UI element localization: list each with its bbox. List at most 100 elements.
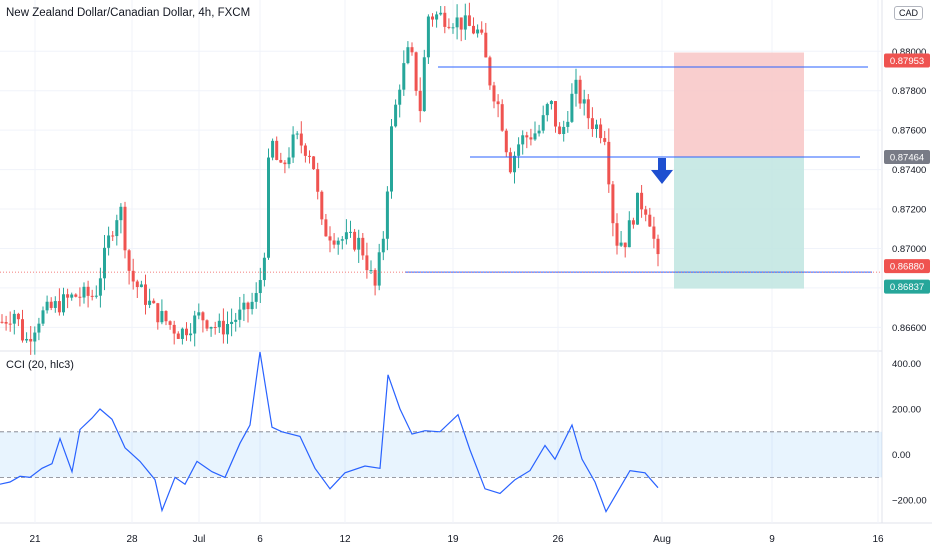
candle-body bbox=[656, 238, 660, 255]
candle-body bbox=[599, 124, 603, 139]
candle-body bbox=[139, 284, 143, 288]
candle-body bbox=[152, 300, 156, 304]
candle-body bbox=[369, 270, 373, 272]
candle-body bbox=[275, 140, 279, 160]
candle-body bbox=[451, 27, 455, 29]
candle-body bbox=[45, 301, 49, 311]
candle-body bbox=[168, 321, 172, 325]
cci-tick-label: −200.00 bbox=[892, 496, 927, 507]
candle-body bbox=[607, 141, 611, 185]
candle-body bbox=[631, 220, 635, 225]
candle-body bbox=[349, 231, 352, 233]
candle-body bbox=[303, 145, 307, 156]
candle-body bbox=[435, 14, 439, 20]
time-tick-label: Aug bbox=[653, 534, 671, 545]
time-tick-label: 19 bbox=[447, 534, 459, 545]
candle-body bbox=[144, 284, 147, 305]
candle-body bbox=[295, 133, 299, 135]
cci-tick-label: 400.00 bbox=[892, 359, 921, 370]
horizontal-lines[interactable] bbox=[0, 66, 882, 273]
candle-body bbox=[455, 17, 459, 28]
candle-body bbox=[119, 206, 123, 221]
candle-body bbox=[74, 294, 78, 297]
candle-body bbox=[221, 320, 225, 335]
candle-body bbox=[189, 333, 193, 336]
price-label-box bbox=[884, 279, 930, 294]
candle-body bbox=[226, 324, 229, 335]
candle-body bbox=[640, 192, 644, 210]
candle-body bbox=[180, 328, 184, 339]
candle-body bbox=[533, 133, 537, 140]
candle-body bbox=[217, 320, 221, 328]
cci-tick-label: 0.00 bbox=[892, 450, 911, 461]
candle-body bbox=[172, 324, 176, 334]
candle-body bbox=[8, 323, 12, 325]
candle-body bbox=[422, 57, 426, 112]
time-tick-label: Jul bbox=[193, 534, 206, 545]
candle-body bbox=[279, 159, 283, 163]
candle-body bbox=[365, 255, 369, 271]
candle-body bbox=[357, 237, 361, 250]
down-arrow-icon bbox=[651, 158, 673, 184]
position-zones bbox=[674, 52, 804, 289]
time-tick-label: 28 bbox=[126, 534, 138, 545]
candle-body bbox=[16, 313, 20, 320]
candle-body bbox=[160, 311, 164, 323]
candle-body bbox=[402, 63, 406, 90]
candle-body bbox=[33, 332, 37, 342]
candle-body bbox=[234, 319, 238, 322]
candle-body bbox=[595, 124, 598, 130]
candle-body bbox=[615, 223, 619, 246]
stop-loss-zone bbox=[674, 52, 804, 157]
candle-body bbox=[472, 25, 475, 34]
candle-body bbox=[164, 311, 168, 322]
candle-body bbox=[611, 184, 615, 224]
price-label-box bbox=[884, 259, 930, 274]
candle-body bbox=[504, 130, 508, 153]
price-tick-label: 0.87000 bbox=[892, 244, 926, 255]
price-label-text: 0.86837 bbox=[890, 282, 924, 293]
time-tick-label: 9 bbox=[769, 534, 775, 545]
candle-body bbox=[377, 252, 381, 286]
candle-body bbox=[262, 257, 266, 281]
candle-body bbox=[312, 156, 316, 170]
candle-body bbox=[308, 155, 311, 157]
candle-body bbox=[426, 16, 430, 58]
candle-body bbox=[627, 220, 631, 248]
candle-body bbox=[545, 104, 549, 116]
candle-body bbox=[213, 327, 217, 329]
candle-body bbox=[185, 328, 188, 336]
candle-body bbox=[21, 319, 24, 341]
time-tick-label: 6 bbox=[257, 534, 263, 545]
time-axis[interactable]: 21 28 Jul 6 12 19 26 Aug 9 16 bbox=[29, 534, 884, 545]
candle-body bbox=[193, 315, 197, 334]
price-label-text: 0.86880 bbox=[890, 262, 924, 273]
candle-body bbox=[476, 29, 480, 34]
candle-body bbox=[201, 312, 205, 321]
currency-badge[interactable]: CAD bbox=[894, 6, 924, 20]
candle-body bbox=[648, 214, 652, 227]
candle-body bbox=[513, 155, 516, 173]
candle-body bbox=[82, 286, 86, 298]
candle-body bbox=[443, 12, 447, 27]
cci-axis[interactable]: 400.00 200.00 0.00 −200.00 bbox=[892, 359, 927, 507]
candle-body bbox=[103, 247, 106, 279]
candle-body bbox=[205, 320, 209, 329]
candle-body bbox=[508, 152, 512, 173]
candle-body bbox=[336, 240, 340, 245]
candle-body bbox=[246, 302, 250, 310]
cci-line bbox=[0, 351, 659, 513]
candle-body bbox=[242, 302, 246, 310]
time-tick-label: 12 bbox=[339, 534, 351, 545]
candle-body bbox=[558, 126, 562, 134]
candle-body bbox=[29, 338, 33, 342]
candle-body bbox=[590, 118, 594, 130]
candle-body bbox=[562, 126, 566, 134]
candle-body bbox=[156, 303, 160, 323]
candle-body bbox=[49, 301, 53, 308]
price-tick-label: 0.86600 bbox=[892, 323, 926, 334]
candle-body bbox=[12, 313, 16, 324]
candle-body bbox=[135, 281, 139, 288]
candle-body bbox=[267, 157, 270, 258]
